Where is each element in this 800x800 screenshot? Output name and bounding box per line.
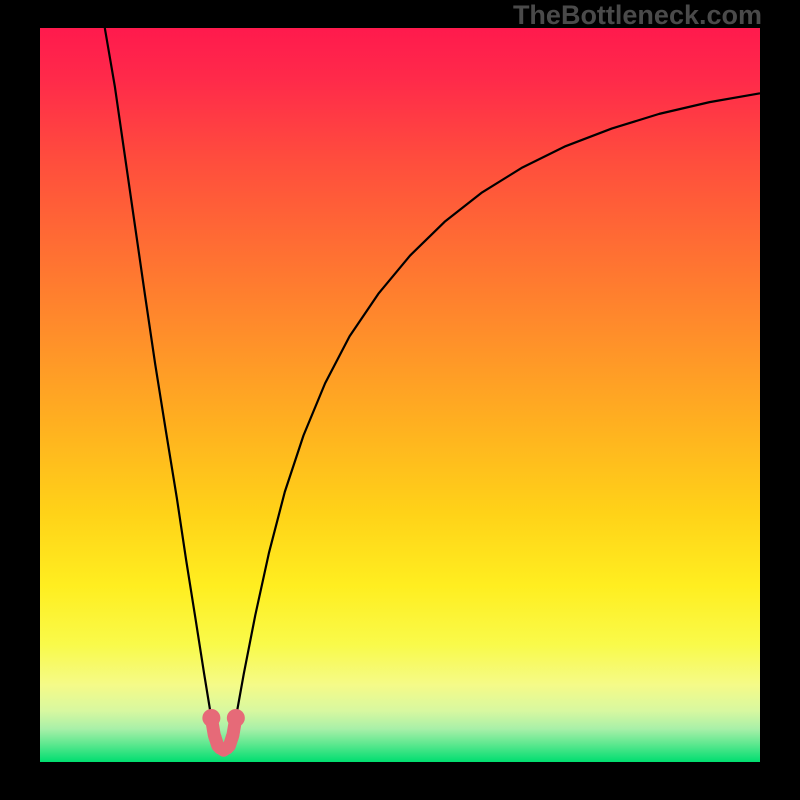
curve-right bbox=[236, 93, 760, 718]
curve-left bbox=[105, 28, 212, 718]
trough-marker-1 bbox=[227, 709, 245, 727]
curve-overlay bbox=[0, 0, 800, 800]
trough-marker-inner-3 bbox=[226, 731, 239, 744]
trough-marker-0 bbox=[202, 709, 220, 727]
